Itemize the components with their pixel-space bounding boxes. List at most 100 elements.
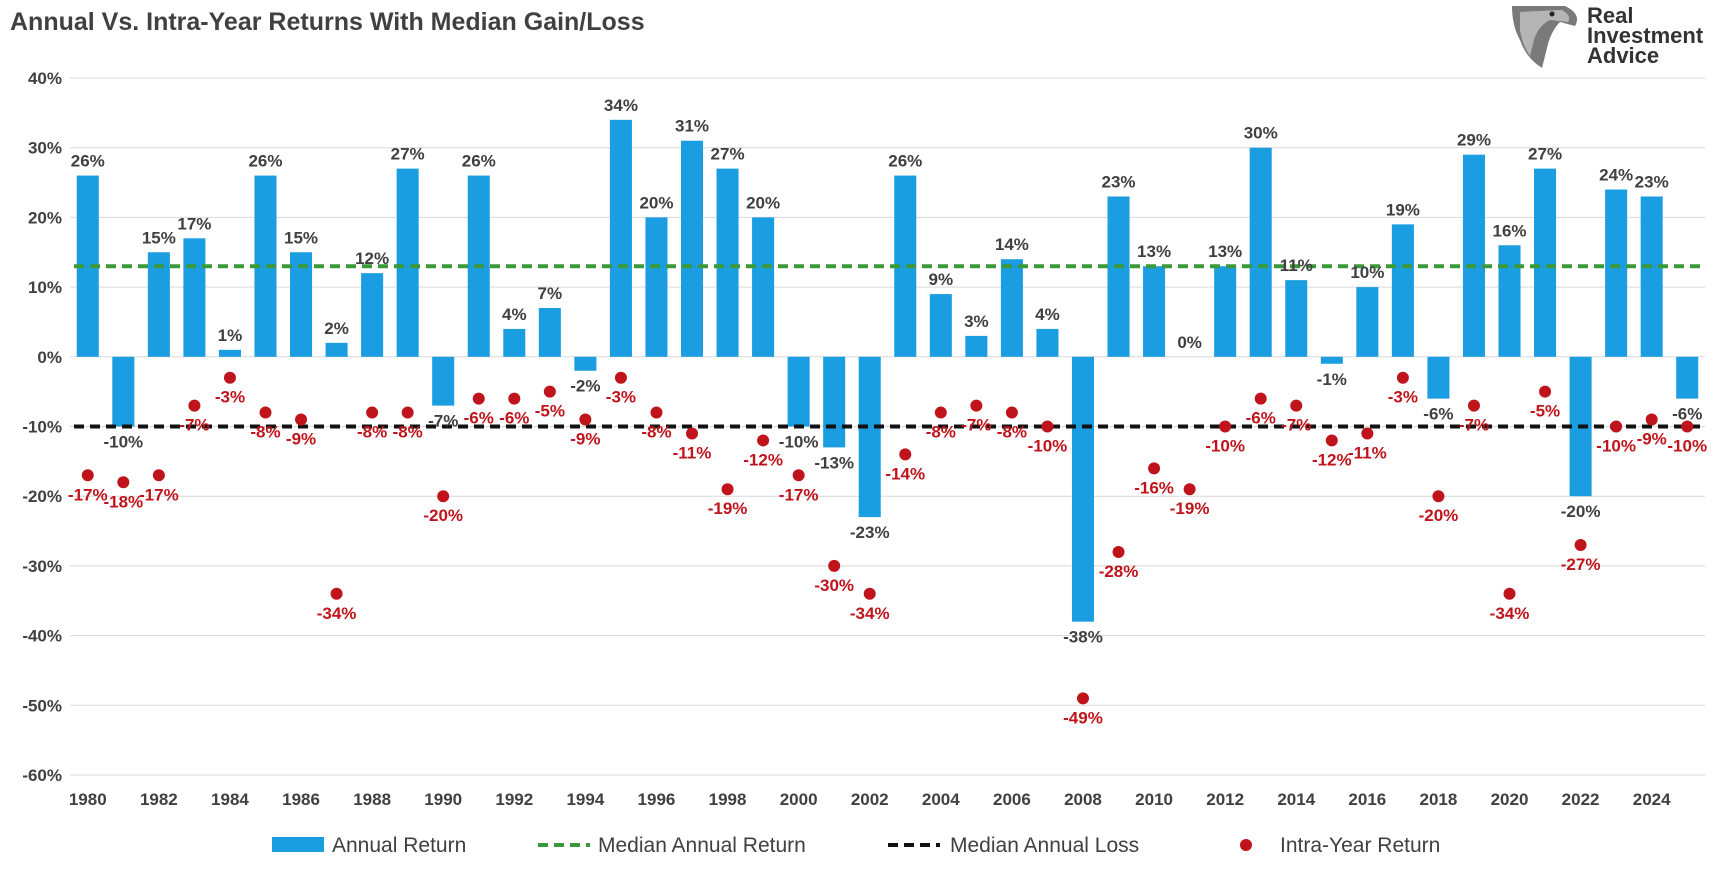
intra-year-dot bbox=[721, 483, 734, 496]
x-tick-label: 2022 bbox=[1562, 790, 1600, 809]
y-tick-label: -30% bbox=[22, 557, 62, 576]
bar bbox=[218, 349, 241, 357]
bar bbox=[183, 238, 206, 357]
intra-year-dot bbox=[1574, 538, 1587, 551]
bar-data-label: -13% bbox=[814, 453, 854, 472]
legend-label-annual-return: Annual Return bbox=[332, 834, 466, 857]
intra-year-dot bbox=[1219, 420, 1232, 433]
bar bbox=[1534, 168, 1557, 357]
x-tick-label: 2012 bbox=[1206, 790, 1244, 809]
dot-data-label: -7% bbox=[179, 416, 209, 435]
bar-data-label: 3% bbox=[964, 312, 989, 331]
bar-data-label: 26% bbox=[71, 152, 105, 171]
dot-data-label: -5% bbox=[535, 402, 565, 421]
dot-data-label: -34% bbox=[850, 604, 890, 623]
bar-data-label: -1% bbox=[1317, 370, 1347, 389]
bar-data-label: 13% bbox=[1208, 242, 1242, 261]
intra-year-dot bbox=[1325, 434, 1338, 447]
bar bbox=[965, 335, 988, 357]
bar-data-label: 23% bbox=[1102, 172, 1136, 191]
dot-data-label: -7% bbox=[1459, 416, 1489, 435]
bar bbox=[1640, 196, 1663, 357]
dot-data-label: -17% bbox=[779, 485, 819, 504]
bar bbox=[1356, 287, 1379, 357]
dot-data-label: -28% bbox=[1099, 562, 1139, 581]
bar bbox=[929, 294, 952, 357]
bar-data-label: 15% bbox=[142, 228, 176, 247]
logo-line-2: Investment bbox=[1587, 23, 1704, 48]
bar bbox=[1676, 356, 1699, 399]
y-tick-label: 0% bbox=[37, 348, 62, 367]
bar-data-label: 20% bbox=[746, 193, 780, 212]
bar bbox=[1285, 280, 1308, 357]
x-tick-label: 1998 bbox=[709, 790, 747, 809]
bar-data-label: 30% bbox=[1244, 124, 1278, 143]
bar bbox=[680, 140, 704, 357]
bar-data-labels: 26%-10%15%17%1%26%15%2%12%27%-7%26%4%7%-… bbox=[71, 96, 1703, 647]
dot-data-label: -8% bbox=[926, 423, 956, 442]
bar-data-label: -7% bbox=[428, 412, 458, 431]
bar bbox=[574, 356, 597, 371]
x-tick-label: 1990 bbox=[424, 790, 462, 809]
bar-data-label: 24% bbox=[1599, 166, 1633, 185]
intra-year-dot bbox=[1041, 420, 1054, 433]
bar bbox=[1249, 147, 1272, 357]
dot-data-label: -9% bbox=[1637, 430, 1667, 449]
y-tick-label: -50% bbox=[22, 696, 62, 715]
bar bbox=[1036, 328, 1059, 357]
bar bbox=[894, 175, 917, 357]
dot-data-label: -34% bbox=[1490, 604, 1530, 623]
intra-year-dot bbox=[650, 406, 663, 419]
intra-year-dot bbox=[899, 448, 912, 461]
intra-year-dot bbox=[508, 392, 521, 405]
bar-data-label: -23% bbox=[850, 523, 890, 542]
intra-year-dot bbox=[1610, 420, 1623, 433]
intra-year-dot bbox=[223, 371, 236, 384]
bar bbox=[361, 273, 384, 357]
intra-year-dot bbox=[472, 392, 485, 405]
bar-data-label: 10% bbox=[1350, 263, 1384, 282]
y-axis: 40% 30% 20% 10% 0% -10% -20% -30% -40% -50% -60% bbox=[22, 69, 62, 785]
intra-year-dot bbox=[579, 413, 592, 426]
logo: Real Investment Advice bbox=[1512, 3, 1704, 68]
x-tick-label: 1986 bbox=[282, 790, 320, 809]
dot-data-label: -9% bbox=[286, 430, 316, 449]
y-tick-label: -10% bbox=[22, 418, 62, 437]
x-tick-label: 2002 bbox=[851, 790, 889, 809]
intra-year-dot bbox=[330, 587, 343, 600]
legend-label-intra-year-return: Intra-Year Return bbox=[1280, 834, 1440, 857]
dot-data-label: -20% bbox=[1419, 506, 1459, 525]
bar-data-label: -6% bbox=[1672, 405, 1702, 424]
bar bbox=[858, 356, 881, 518]
bar-data-label: 27% bbox=[391, 145, 425, 164]
bar-data-label: 4% bbox=[502, 305, 527, 324]
bar-data-label: 19% bbox=[1386, 200, 1420, 219]
bar-data-label: -10% bbox=[103, 433, 143, 452]
dot-data-label: -16% bbox=[1134, 478, 1174, 497]
eagle-head-icon bbox=[1512, 6, 1578, 68]
intra-year-dot bbox=[1005, 406, 1018, 419]
logo-line-1: Real bbox=[1587, 3, 1633, 28]
intra-year-dot bbox=[1645, 413, 1658, 426]
bar-data-label: 2% bbox=[324, 319, 349, 338]
intra-year-dot bbox=[1539, 385, 1552, 398]
bar bbox=[396, 168, 419, 357]
chart-title: Annual Vs. Intra-Year Returns With Media… bbox=[10, 8, 645, 36]
dot-data-label: -10% bbox=[1667, 437, 1707, 456]
dot-data-label: -30% bbox=[814, 576, 854, 595]
bar bbox=[1391, 224, 1414, 357]
bar-data-label: 26% bbox=[888, 152, 922, 171]
intra-year-dot bbox=[863, 587, 876, 600]
bar bbox=[503, 328, 526, 357]
intra-year-dot bbox=[259, 406, 272, 419]
dot-data-label: -27% bbox=[1561, 555, 1601, 574]
bar-data-label: 17% bbox=[177, 214, 211, 233]
bar bbox=[112, 356, 135, 427]
x-tick-label: 2020 bbox=[1491, 790, 1529, 809]
bar-data-label: 31% bbox=[675, 117, 709, 136]
bar bbox=[290, 252, 313, 357]
x-tick-label: 1980 bbox=[69, 790, 107, 809]
y-tick-label: 20% bbox=[28, 208, 62, 227]
dot-data-label: -19% bbox=[1170, 499, 1210, 518]
